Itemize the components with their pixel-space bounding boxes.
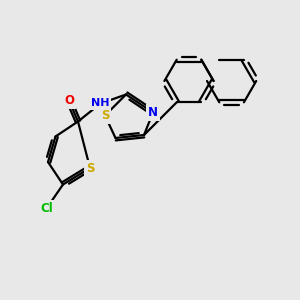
Text: NH: NH (91, 98, 110, 109)
Text: Cl: Cl (40, 202, 53, 215)
Text: O: O (64, 94, 74, 107)
Text: N: N (148, 106, 158, 119)
Text: S: S (101, 109, 109, 122)
Text: S: S (86, 161, 94, 175)
